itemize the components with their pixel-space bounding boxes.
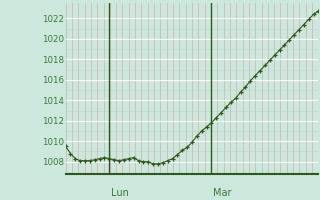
- Text: Mar: Mar: [213, 188, 232, 198]
- Text: Lun: Lun: [111, 188, 129, 198]
